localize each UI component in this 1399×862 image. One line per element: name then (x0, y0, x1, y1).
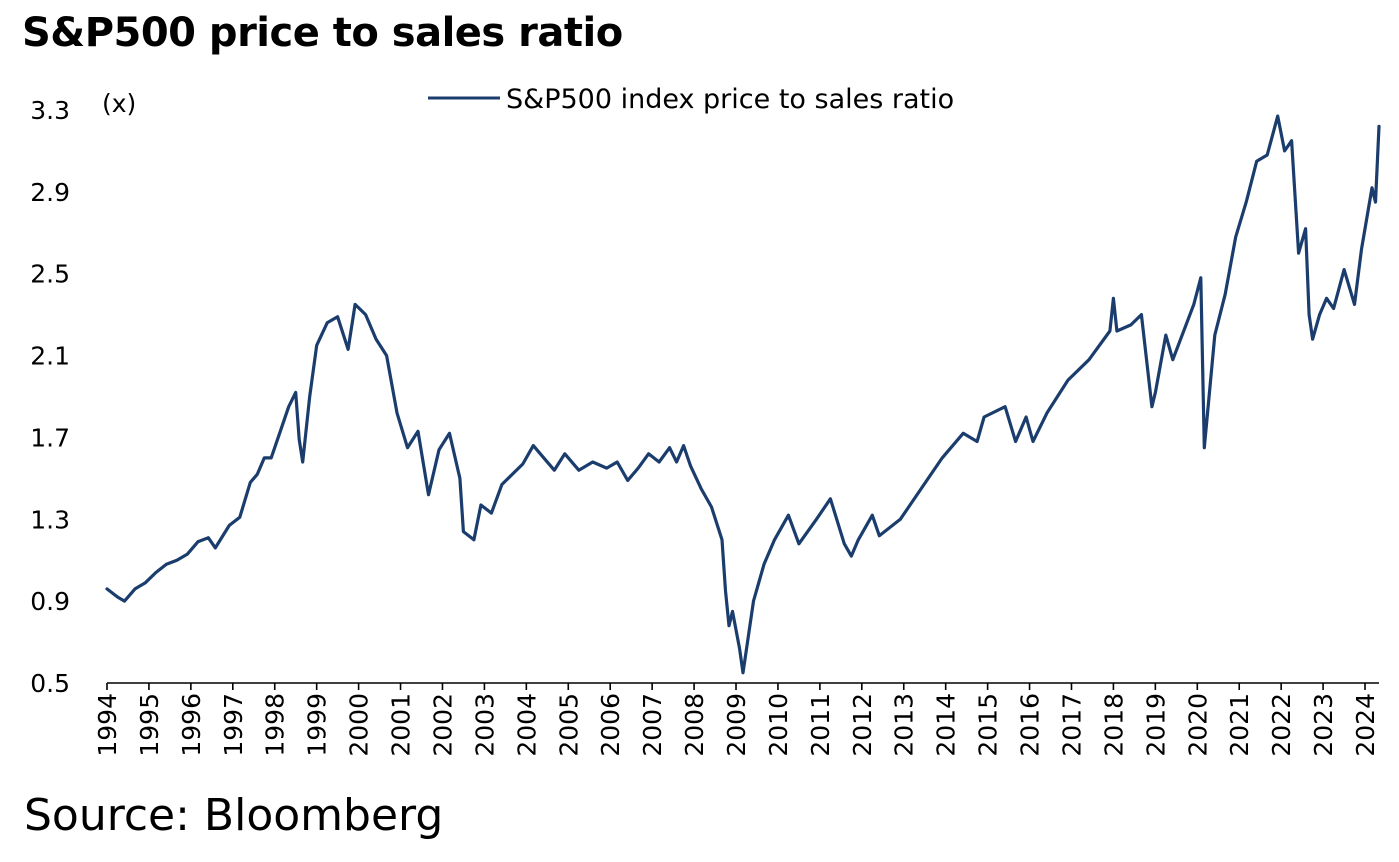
x-tick-label: 2024 (1351, 693, 1380, 757)
series-line (105, 114, 1381, 675)
x-tick-label: 2013 (890, 693, 919, 757)
chart-title: S&P500 price to sales ratio (22, 10, 623, 56)
x-tick-label: 2010 (764, 693, 793, 757)
x-tick-label: 2007 (638, 693, 667, 757)
x-tick-label: 1997 (219, 693, 248, 757)
x-tick-label: 2014 (932, 693, 961, 757)
x-tick-label: 2016 (1016, 693, 1045, 757)
x-tick-label: 1998 (261, 693, 290, 757)
x-tick-label: 2000 (345, 693, 374, 757)
y-tick-label: 1.3 (30, 505, 70, 534)
x-tick-label: 2011 (806, 693, 835, 757)
x-tick-label: 2018 (1099, 693, 1128, 757)
series-layer (105, 114, 1381, 675)
x-tick-label: 2022 (1267, 693, 1296, 757)
y-tick-label: 0.5 (30, 669, 70, 698)
x-tick-label: 2002 (428, 693, 457, 757)
legend: S&P500 index price to sales ratio (428, 84, 954, 115)
y-tick-label: 2.5 (30, 260, 70, 289)
y-tick-label: 2.1 (30, 342, 70, 371)
x-tick-label: 2021 (1225, 693, 1254, 757)
x-tick-label: 2005 (554, 693, 583, 757)
x-tick-label: 2017 (1057, 693, 1086, 757)
source-note: Source: Bloomberg (24, 790, 444, 841)
x-tick-label: 1994 (93, 693, 122, 757)
y-tick-label: 2.9 (30, 178, 70, 207)
x-tick-label: 2020 (1183, 693, 1212, 757)
y-tick-label: 3.3 (30, 96, 70, 125)
x-tick-label: 2009 (722, 693, 751, 757)
x-axis-ticks: 1994 1995 1996 1997 1998 1999 2000 2001 2002 2003… (93, 683, 1380, 757)
x-tick-label: 2023 (1309, 693, 1338, 757)
x-tick-label: 2006 (596, 693, 625, 757)
legend-label: S&P500 index price to sales ratio (506, 84, 954, 115)
x-tick-label: 1995 (135, 693, 164, 757)
x-tick-label: 2004 (512, 693, 541, 757)
y-axis-ticks: 0.5 0.9 1.3 1.7 2.1 2.5 2.9 3.3 (30, 96, 70, 698)
y-tick-label: 1.7 (30, 423, 70, 452)
x-tick-label: 2015 (974, 693, 1003, 757)
x-tick-label: 2019 (1141, 693, 1170, 757)
x-tick-label: 2012 (848, 693, 877, 757)
x-tick-label: 2001 (387, 693, 416, 757)
x-tick-label: 2008 (680, 693, 709, 757)
x-tick-label: 1996 (177, 693, 206, 757)
x-tick-label: 1999 (303, 693, 332, 757)
y-axis-unit-label: (x) (102, 89, 136, 118)
y-tick-label: 0.9 (30, 587, 70, 616)
x-tick-label: 2003 (470, 693, 499, 757)
